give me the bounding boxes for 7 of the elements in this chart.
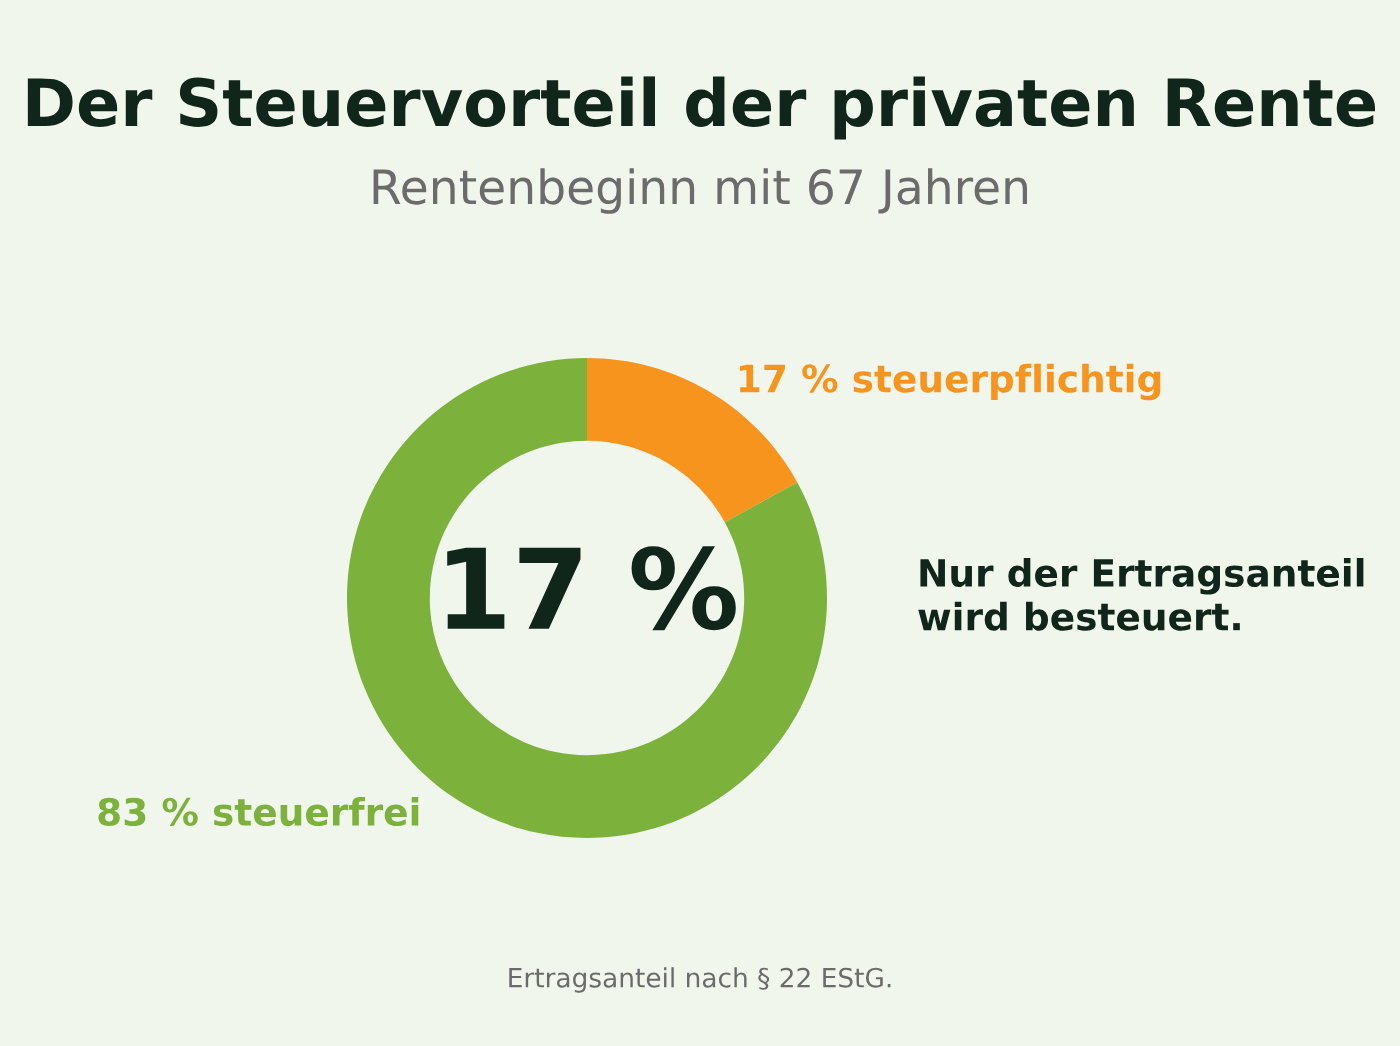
text: 17 %	[447, 546, 736, 631]
text: Ertragsanteil nach § 22 EStG.	[509, 967, 891, 993]
text: Nur der Ertragsanteil wird besteuert.	[918, 558, 1364, 631]
slice-label: 83 % steuerfrei	[98, 797, 419, 827]
chart-title: Der Steuervorteil der privaten Rente	[27, 76, 1376, 140]
slice-label: 17 % steuerpflichtig	[740, 363, 1161, 401]
chart-subtitle: Rentenbeginn mit 67 Jahren	[373, 168, 1028, 214]
